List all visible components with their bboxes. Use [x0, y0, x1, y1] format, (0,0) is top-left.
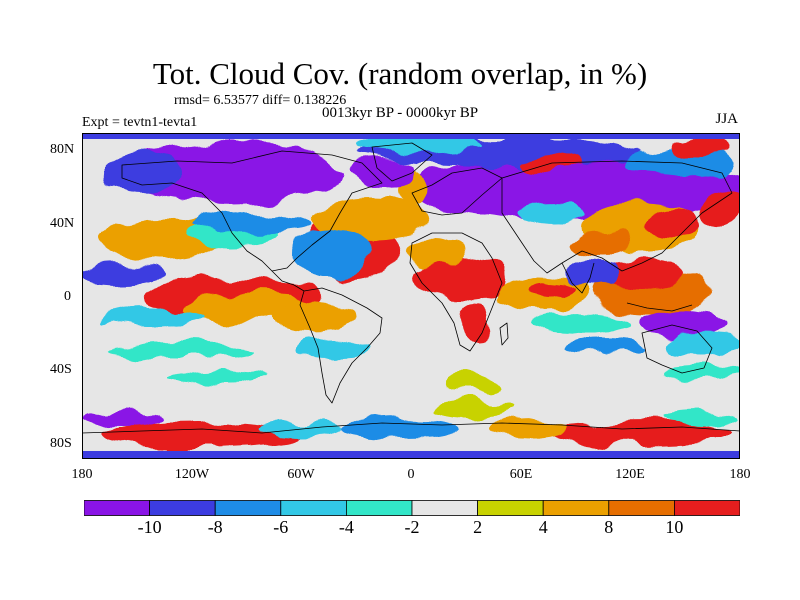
anomaly-blob — [122, 143, 342, 203]
colorbar-box — [477, 500, 544, 516]
lon-tick-label: 0 — [407, 467, 415, 482]
anomaly-blob — [662, 365, 740, 381]
anomaly-blob — [292, 228, 372, 278]
anomaly-blob — [192, 213, 312, 233]
lon-tick-label: 60E — [509, 467, 533, 482]
colorbar-box — [674, 500, 740, 516]
colorbar-label: -2 — [404, 517, 420, 537]
colorbar-label: -8 — [207, 517, 223, 537]
anomaly-blob — [112, 343, 252, 359]
south-pole-strip — [82, 451, 740, 459]
cloud-cover-map — [82, 133, 740, 459]
lat-tick-label: 80S — [50, 436, 72, 451]
colorbar-box — [280, 500, 347, 516]
anomaly-blob — [517, 203, 587, 223]
lon-tick-label: 120W — [174, 467, 210, 482]
colorbar-label: 2 — [473, 517, 483, 537]
anomaly-blob — [492, 419, 572, 439]
coast-central-america — [271, 270, 305, 292]
anomaly-blob — [442, 375, 502, 391]
lat-tick-label: 40N — [50, 216, 75, 231]
coast-north-america — [121, 150, 383, 272]
anomaly-blob — [702, 188, 740, 228]
anomaly-blob — [312, 198, 432, 238]
colorbar-label: -10 — [137, 517, 162, 537]
colorbar — [84, 500, 740, 516]
period-label: 0013kyr BP - 0000kyr BP — [322, 105, 479, 121]
anomaly-blob — [662, 412, 740, 424]
anomaly-blob — [362, 135, 482, 155]
colorbar-label: 8 — [604, 517, 614, 537]
anomaly-blob — [672, 139, 732, 157]
anomaly-blob — [642, 309, 722, 337]
anomaly-blob — [562, 259, 622, 287]
experiment-label: Expt = tevtn1-tevta1 — [82, 115, 198, 130]
anomaly-blob — [417, 256, 507, 300]
lon-tick-label: 180 — [729, 467, 751, 482]
coast-greenland — [371, 142, 433, 182]
anomaly-blob — [532, 313, 632, 333]
map-border — [82, 133, 740, 459]
coast-indonesia — [626, 302, 693, 312]
anomaly-blob — [602, 259, 682, 287]
anomaly-blob — [562, 340, 642, 356]
anomaly-blob — [347, 161, 417, 185]
lon-tick-label: 120E — [615, 467, 645, 482]
season-label: JJA — [715, 111, 738, 127]
colorbar-box — [84, 500, 150, 516]
colorbar-box — [608, 500, 675, 516]
anomaly-blob — [552, 421, 732, 445]
lon-tick-label: 60W — [287, 467, 315, 482]
anomaly-blob — [97, 310, 207, 326]
anomaly-blob — [532, 280, 572, 296]
stats-text: rmsd= 6.53577 diff= 0.138226 — [174, 93, 347, 108]
lat-tick-label: 0 — [64, 289, 71, 304]
map-title: Tot. Cloud Cov. (random overlap, in %) — [152, 56, 648, 91]
anomaly-blob — [82, 263, 162, 283]
colorbar-box — [214, 500, 282, 516]
north-pole-strip — [82, 133, 740, 139]
colorbar-label: -4 — [338, 517, 354, 537]
coast-madagascar — [499, 322, 509, 346]
anomaly-blob — [342, 419, 462, 439]
anomaly-blob — [272, 304, 352, 332]
colorbar-box — [411, 500, 478, 516]
anomaly-blob — [462, 303, 492, 343]
colorbar-box — [542, 500, 610, 516]
anomaly-blob — [172, 371, 272, 385]
anomaly-blob — [82, 410, 162, 426]
colorbar-label: -6 — [273, 517, 289, 537]
anomaly-blob — [572, 231, 632, 255]
colorbar-box — [345, 500, 413, 516]
coast-antarctica — [82, 422, 740, 434]
colorbar-label: 10 — [665, 517, 684, 537]
coastlines — [82, 142, 740, 434]
anomaly-blob — [662, 331, 740, 355]
coast-europe — [411, 167, 503, 216]
coast-africa — [409, 232, 503, 352]
anomaly-blob — [292, 338, 372, 358]
lat-tick-label: 80N — [50, 142, 75, 157]
anomaly-blob — [432, 400, 512, 416]
coast-india — [561, 262, 595, 294]
colorbar-box — [149, 500, 216, 516]
lat-tick-label: 40S — [50, 362, 72, 377]
coast-australia — [641, 324, 713, 374]
lon-tick-label: 180 — [71, 467, 93, 482]
coast-south-america — [299, 287, 383, 404]
anomaly-blob — [102, 153, 182, 193]
colorbar-label: 4 — [538, 517, 548, 537]
anomaly-blob — [102, 216, 222, 260]
anomaly-blob — [642, 209, 702, 237]
anomaly-blob — [102, 421, 302, 449]
anomaly-blob — [402, 239, 462, 267]
coast-asia — [501, 160, 733, 274]
